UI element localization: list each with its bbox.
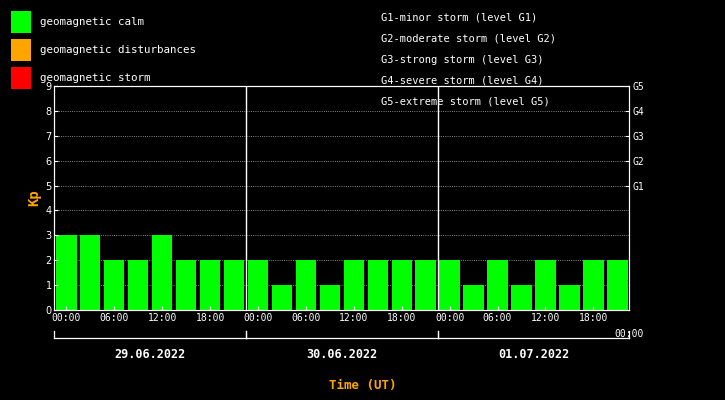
Text: 01.07.2022: 01.07.2022 xyxy=(498,348,569,360)
Bar xyxy=(511,285,531,310)
Bar xyxy=(463,285,484,310)
Bar xyxy=(176,260,196,310)
Text: 00:00: 00:00 xyxy=(615,330,644,340)
Text: G5-extreme storm (level G5): G5-extreme storm (level G5) xyxy=(381,96,550,106)
Bar xyxy=(104,260,125,310)
Bar xyxy=(607,260,628,310)
Bar xyxy=(344,260,364,310)
Bar xyxy=(272,285,292,310)
Text: 29.06.2022: 29.06.2022 xyxy=(115,348,186,360)
Bar xyxy=(559,285,579,310)
Bar xyxy=(200,260,220,310)
Bar xyxy=(320,285,340,310)
Bar xyxy=(248,260,268,310)
Bar xyxy=(535,260,555,310)
Bar xyxy=(392,260,412,310)
Bar xyxy=(583,260,603,310)
Bar xyxy=(56,235,77,310)
Text: Time (UT): Time (UT) xyxy=(328,379,397,392)
Bar xyxy=(224,260,244,310)
Bar xyxy=(439,260,460,310)
Text: G3-strong storm (level G3): G3-strong storm (level G3) xyxy=(381,55,543,65)
Text: geomagnetic storm: geomagnetic storm xyxy=(40,73,150,83)
Bar xyxy=(368,260,388,310)
Text: G4-severe storm (level G4): G4-severe storm (level G4) xyxy=(381,76,543,86)
Bar xyxy=(487,260,508,310)
Bar xyxy=(296,260,316,310)
Text: 30.06.2022: 30.06.2022 xyxy=(306,348,378,360)
Bar xyxy=(152,235,173,310)
Bar xyxy=(80,235,101,310)
Bar xyxy=(415,260,436,310)
Text: geomagnetic calm: geomagnetic calm xyxy=(40,17,144,27)
Text: geomagnetic disturbances: geomagnetic disturbances xyxy=(40,45,196,55)
Text: G1-minor storm (level G1): G1-minor storm (level G1) xyxy=(381,13,537,23)
Bar xyxy=(128,260,149,310)
Y-axis label: Kp: Kp xyxy=(27,190,41,206)
Text: G2-moderate storm (level G2): G2-moderate storm (level G2) xyxy=(381,34,555,44)
